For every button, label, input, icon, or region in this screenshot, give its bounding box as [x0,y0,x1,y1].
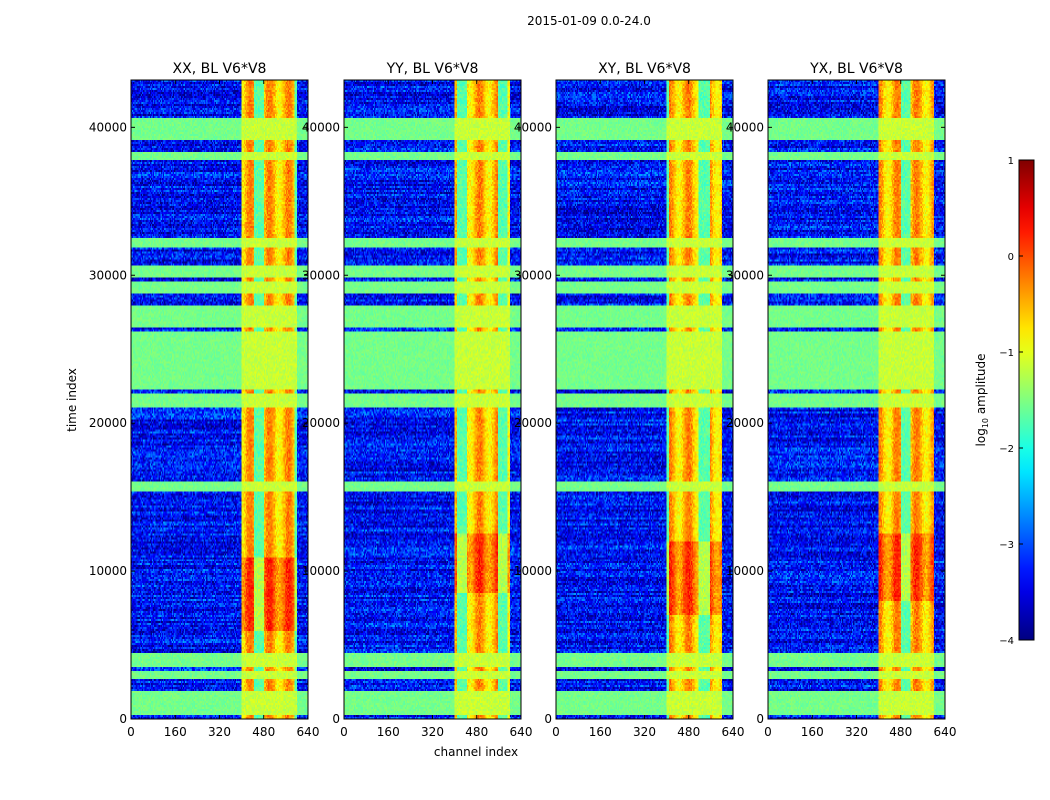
y-tick-label: 0 [544,712,552,726]
x-tick-label: 0 [764,725,772,739]
y-tick-label: 30000 [302,268,340,282]
colorbar-tick-label: 0 [1008,252,1014,263]
y-tick-label: 10000 [302,564,340,578]
y-tick-label: 0 [332,712,340,726]
x-tick-label: 640 [934,725,957,739]
x-tick-label: 480 [677,725,700,739]
colorbar-tick-label: −1 [999,348,1014,359]
panel-4: YX, BL V6*V8 0 160 320 480 640 0 10000 20000 3000… [726,61,957,739]
colorbar-tick-label: −3 [999,540,1014,551]
colorbar: −4 −3 −2 −1 0 1 log10 amplitude [974,156,1035,647]
x-tick-label: 640 [297,725,320,739]
y-tick-label: 10000 [726,564,764,578]
x-tick-label: 160 [377,725,400,739]
y-tick-label: 0 [756,712,764,726]
panel-title: YY, BL V6*V8 [386,61,479,77]
heatmap-image [344,80,521,719]
x-tick-label: 320 [633,725,656,739]
panels: XX, BL V6*V8 0 160 320 480 640 0 10000 20000 3000… [89,61,957,739]
heatmap-image [768,80,945,719]
colorbar-tick-label: −2 [999,444,1014,455]
x-tick-label: 160 [589,725,612,739]
y-tick-label: 30000 [726,268,764,282]
y-tick-label: 20000 [726,416,764,430]
y-tick-label: 20000 [514,416,552,430]
y-tick-label: 20000 [302,416,340,430]
y-tick-label: 40000 [726,120,764,134]
y-tick-label: 30000 [89,268,127,282]
y-tick-label: 40000 [514,120,552,134]
colorbar-gradient [1018,159,1035,641]
x-tick-label: 320 [845,725,868,739]
heatmap-image [131,80,308,719]
x-tick-label: 640 [722,725,745,739]
panel-3: XY, BL V6*V8 0 160 320 480 640 0 10000 20000 3000… [514,61,745,739]
x-tick-label: 0 [552,725,560,739]
panel-title: YX, BL V6*V8 [809,61,903,77]
colorbar-label: log10 amplitude [974,354,990,447]
y-tick-label: 40000 [302,120,340,134]
y-tick-label: 10000 [514,564,552,578]
heatmap-image [556,80,733,719]
x-tick-label: 480 [465,725,488,739]
y-axis-label: time index [65,368,79,432]
panel-1: XX, BL V6*V8 0 160 320 480 640 0 10000 20000 3000… [89,61,320,739]
x-tick-label: 160 [801,725,824,739]
colorbar-tick-label: −4 [999,636,1014,647]
y-tick-label: 20000 [89,416,127,430]
panel-2: YY, BL V6*V8 0 160 320 480 640 0 10000 20000 3000… [302,61,533,739]
x-tick-label: 0 [340,725,348,739]
panel-title: XY, BL V6*V8 [598,61,691,77]
x-tick-label: 480 [889,725,912,739]
x-tick-label: 640 [510,725,533,739]
x-tick-label: 0 [127,725,135,739]
x-tick-label: 320 [208,725,231,739]
y-tick-label: 10000 [89,564,127,578]
x-tick-label: 160 [164,725,187,739]
y-tick-label: 30000 [514,268,552,282]
colorbar-tick-label: 1 [1008,156,1014,167]
x-axis-label: channel index [434,745,518,759]
x-tick-label: 320 [421,725,444,739]
y-tick-label: 0 [119,712,127,726]
x-tick-label: 480 [252,725,275,739]
figure-title: 2015-01-09 0.0-24.0 [527,14,651,28]
panel-title: XX, BL V6*V8 [173,61,267,77]
y-tick-label: 40000 [89,120,127,134]
